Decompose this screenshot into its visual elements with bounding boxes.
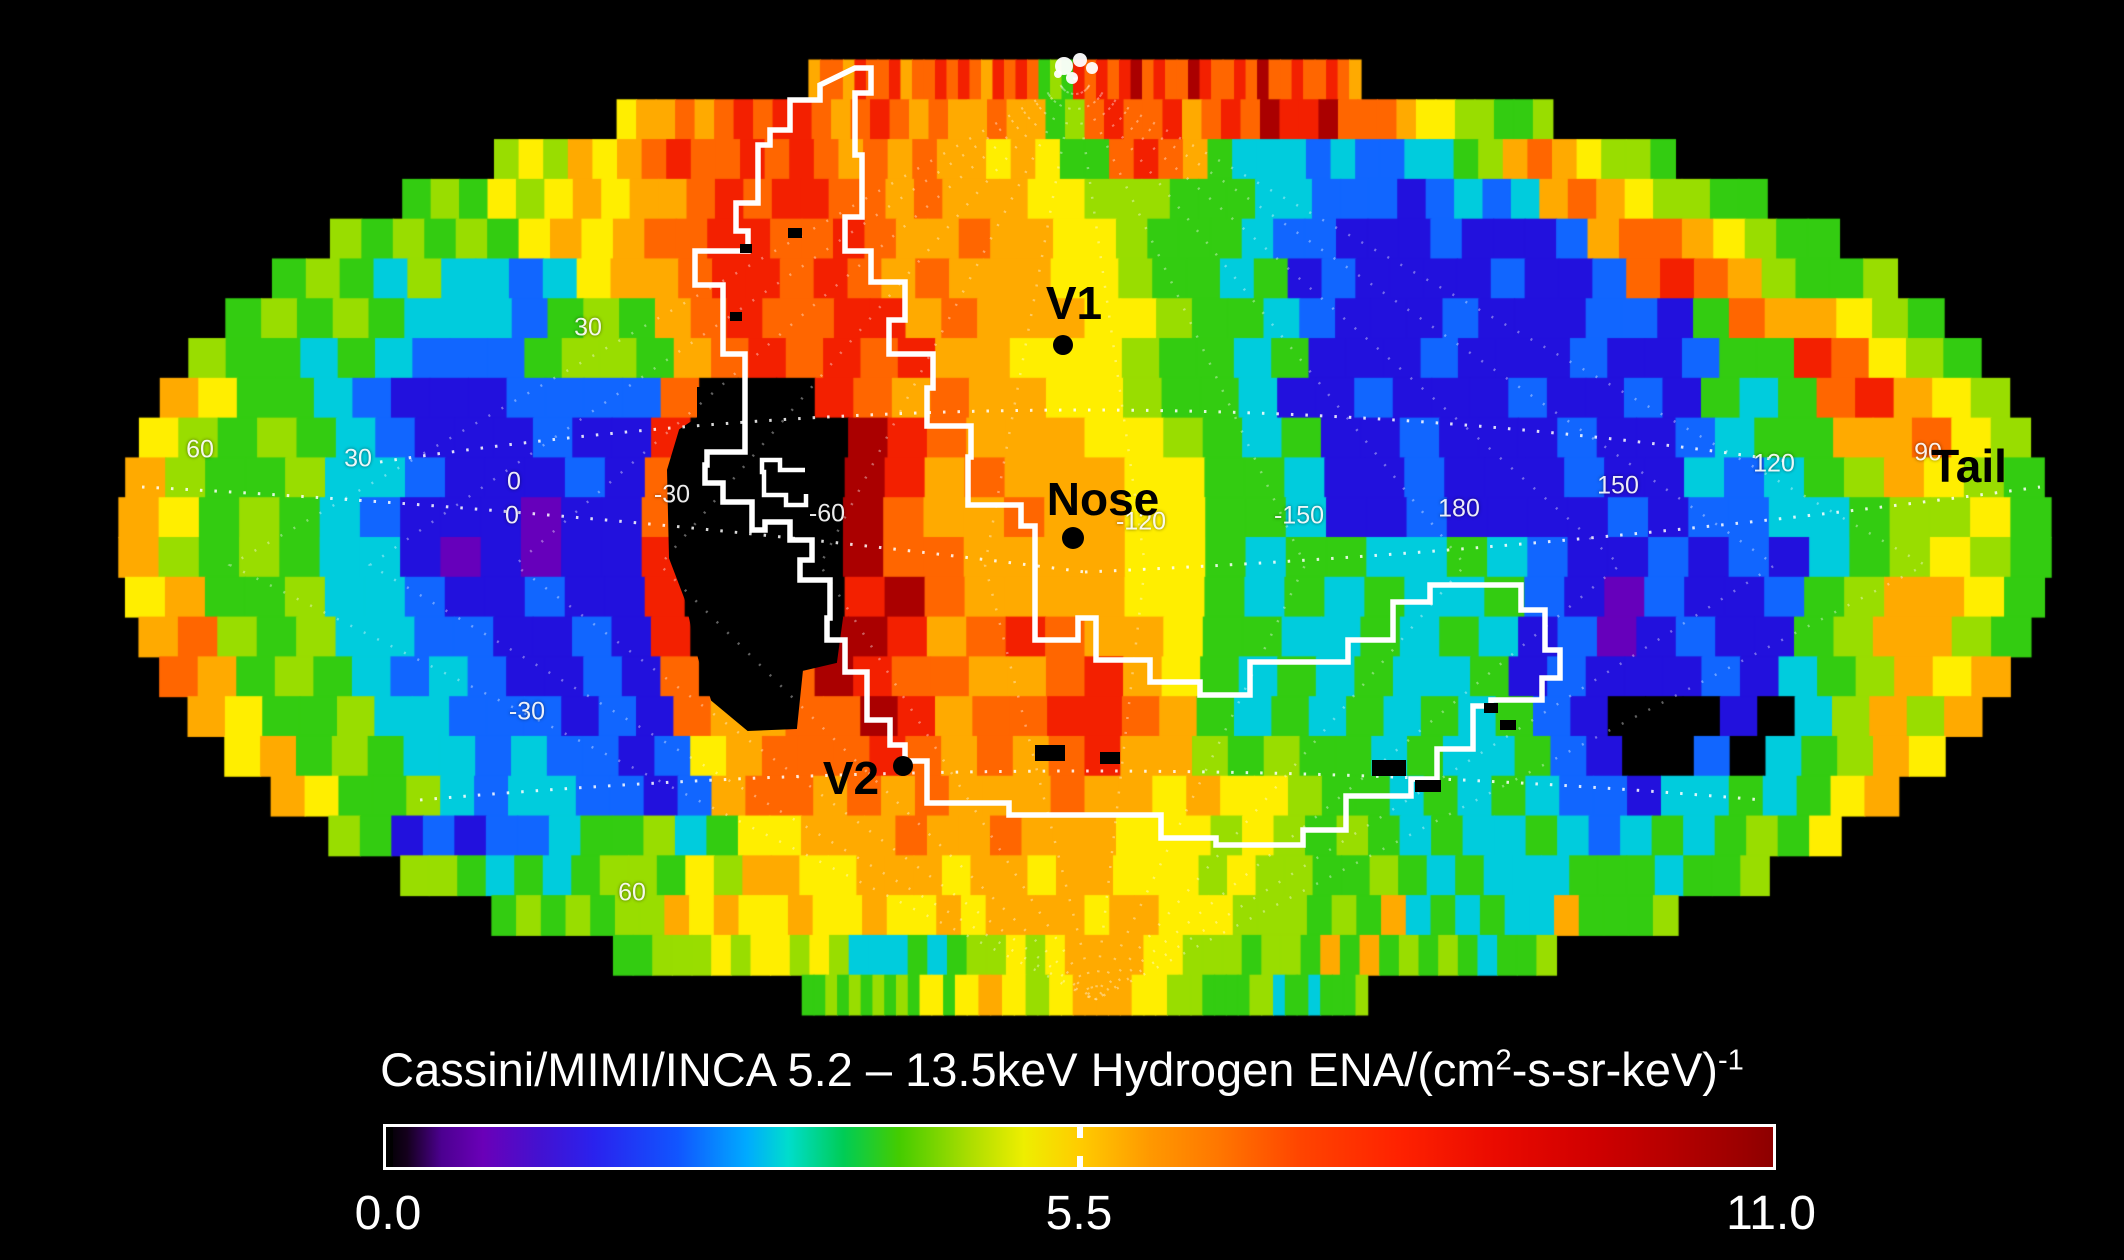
- graticule-label: -30: [508, 697, 546, 726]
- graticule-label: -120: [1115, 507, 1167, 536]
- no-data-speck: [740, 244, 752, 253]
- colorbar-mid-label: 5.5: [1045, 1187, 1113, 1240]
- dotted-graticule-meridian: [367, 76, 1096, 1002]
- marker-dot-nose: [1062, 527, 1084, 549]
- dotted-graticule-meridian: [1074, 76, 1778, 1002]
- marker-label-v2: V2: [822, 752, 880, 804]
- boundary-contour: [692, 65, 1563, 848]
- boundary-contour-hook: [759, 457, 809, 508]
- dotted-graticule-meridian: [1073, 77, 1307, 1001]
- colorbar-zero-cap: [386, 1127, 393, 1167]
- graticule-label: 30: [344, 444, 372, 473]
- dotted-graticule-meridian: [1074, 77, 1622, 1001]
- dotted-graticule-meridian: [1073, 77, 1147, 1001]
- no-data-speck: [1035, 745, 1065, 761]
- graticule-label: 120: [1753, 449, 1795, 478]
- title-text-tail: -s-sr-keV): [1511, 1043, 1718, 1096]
- no-data-speck: [1500, 720, 1516, 730]
- graticule-label: -60: [808, 499, 846, 528]
- title-superscript-minus1: -1: [1717, 1044, 1744, 1077]
- dotted-graticule-meridian: [983, 77, 1097, 1001]
- graticule-label: -30: [653, 480, 691, 509]
- flux-colorbar: [383, 1124, 1776, 1170]
- no-data-region: [666, 387, 844, 732]
- colorbar-mid-tick-top: [1076, 1127, 1083, 1138]
- dotted-graticule-meridian: [1074, 76, 1928, 1002]
- dotted-graticule-arc: [141, 485, 1086, 574]
- no-data-speck: [1100, 752, 1120, 764]
- dotted-graticule-arc: [1084, 485, 2041, 574]
- graticule-label: 0: [507, 467, 521, 496]
- no-data-speck: [730, 312, 742, 321]
- marker-label-nose: Nose: [1046, 473, 1160, 525]
- colorbar-min-label: 0.0: [354, 1187, 422, 1240]
- no-data-speck: [788, 228, 802, 238]
- pole-dot-cluster: [1066, 72, 1078, 84]
- marker-dot-v1: [1053, 335, 1073, 355]
- title-superscript-2: 2: [1495, 1044, 1512, 1077]
- colorbar-max-label: 11.0: [1726, 1187, 1816, 1240]
- graticule-label: 60: [618, 878, 646, 907]
- colorbar-mid-tick-bottom: [1076, 1156, 1083, 1167]
- dotted-graticule-meridian: [227, 76, 1096, 1002]
- graticule-label: 150: [1597, 471, 1639, 500]
- figure-title: Cassini/MIMI/INCA 5.2 – 13.5keV Hydrogen…: [0, 1042, 2124, 1097]
- marker-label-v1: V1: [1045, 277, 1103, 329]
- marker-label-tail: Tail: [1931, 440, 2007, 492]
- dotted-graticule-arc: [419, 769, 1763, 802]
- title-text: Cassini/MIMI/INCA 5.2 – 13.5keV Hydrogen…: [380, 1043, 1496, 1096]
- graticule-label: 0: [505, 501, 519, 530]
- graticule-label: 90: [1914, 438, 1942, 467]
- graticule-label: 180: [1438, 494, 1480, 523]
- dotted-graticule-arc: [379, 408, 1793, 464]
- pole-dot-cluster: [1086, 62, 1098, 74]
- pole-dot-cluster: [1054, 70, 1062, 78]
- graticule-label: 60: [186, 435, 214, 464]
- no-data-speck: [1415, 780, 1441, 792]
- no-data-speck: [1372, 760, 1406, 776]
- graticule-label: -150: [1273, 501, 1325, 530]
- pole-dot-cluster: [1073, 53, 1087, 67]
- graticule-label: 30: [574, 313, 602, 342]
- no-data-speck: [1484, 703, 1498, 713]
- marker-dot-v2: [893, 756, 913, 776]
- dotted-graticule-meridian: [1074, 77, 1467, 1001]
